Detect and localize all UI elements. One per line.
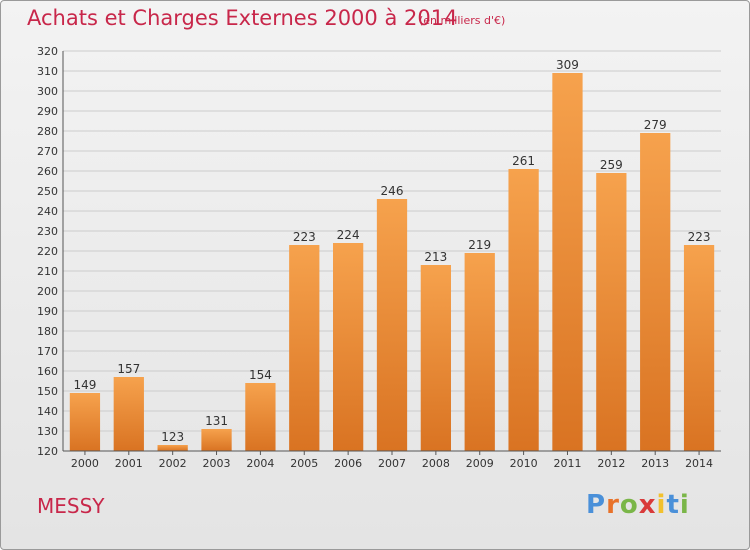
x-tick-label: 2005	[290, 457, 318, 470]
bar	[376, 199, 408, 451]
x-tick-label: 2003	[203, 457, 231, 470]
x-tick-label: 2008	[422, 457, 450, 470]
data-label: 219	[468, 238, 491, 252]
y-tick-label: 170	[37, 345, 58, 358]
bar	[508, 169, 539, 451]
data-label: 149	[73, 378, 96, 392]
x-tick-label: 2013	[641, 457, 669, 470]
y-tick-label: 270	[37, 145, 58, 158]
data-label: 309	[556, 58, 579, 72]
y-tick-label: 240	[37, 205, 58, 218]
logo-letter: i	[679, 490, 690, 520]
bar-layer	[69, 73, 715, 451]
bar	[596, 173, 627, 451]
bar-chart: 149 157 123 131 154 223 224 246 213 219 261 309 259 2…	[37, 45, 721, 470]
x-tick-label: 2009	[466, 457, 494, 470]
bar	[552, 73, 583, 451]
y-tick-label: 180	[37, 325, 58, 338]
y-tick-label: 300	[37, 85, 58, 98]
logo-letter: P	[586, 490, 607, 520]
bar	[420, 265, 452, 451]
data-label: 213	[424, 250, 447, 264]
bar	[683, 245, 715, 451]
y-tick-label: 200	[37, 285, 58, 298]
label-layer: 149 157 123 131 154 223 224 246 213 219 261 309 259 2…	[73, 58, 710, 444]
data-label: 261	[512, 154, 535, 168]
proxiti-logo: Proxiti	[586, 490, 690, 520]
x-tick-label: 2010	[510, 457, 538, 470]
logo-letter: t	[666, 490, 680, 520]
data-label: 246	[381, 184, 404, 198]
bar	[245, 383, 276, 451]
x-tick-label: 2001	[115, 457, 143, 470]
x-tick-label: 2011	[553, 457, 581, 470]
x-tick-label: 2007	[378, 457, 406, 470]
data-label: 157	[117, 362, 140, 376]
y-tick-label: 190	[37, 305, 58, 318]
y-tick-label: 320	[37, 45, 58, 58]
data-label: 223	[293, 230, 316, 244]
logo-letter: i	[656, 490, 667, 520]
data-label: 259	[600, 158, 623, 172]
y-tick-label: 290	[37, 105, 58, 118]
y-tick-label: 120	[37, 445, 58, 458]
y-tick-label: 280	[37, 125, 58, 138]
x-tick-label: 2002	[159, 457, 187, 470]
commune-name: MESSY	[37, 494, 105, 518]
data-label: 223	[688, 230, 711, 244]
bar	[69, 393, 101, 451]
data-label: 123	[161, 430, 184, 444]
y-tick-label: 140	[37, 405, 58, 418]
unit-note: (en milliers d'€)	[419, 14, 506, 27]
y-tick-label: 130	[37, 425, 58, 438]
x-tick-label: 2000	[71, 457, 99, 470]
bar	[464, 253, 495, 451]
x-tick-label: 2012	[597, 457, 625, 470]
x-tick-label: 2006	[334, 457, 362, 470]
bar	[640, 133, 671, 451]
data-label: 279	[644, 118, 667, 132]
y-tick-label: 220	[37, 245, 58, 258]
y-tick-label: 210	[37, 265, 58, 278]
bar	[289, 245, 320, 451]
data-label: 131	[205, 414, 228, 428]
chart-title: Achats et Charges Externes 2000 à 2014	[27, 6, 458, 30]
bar	[157, 445, 188, 451]
x-tick-label: 2004	[246, 457, 274, 470]
y-tick-label: 250	[37, 185, 58, 198]
y-tick-label: 160	[37, 365, 58, 378]
bar	[201, 429, 232, 451]
axis-layer: 120 130 140 150 160 170 180 190 200 210 220 230 240 2…	[37, 45, 721, 470]
data-label: 224	[337, 228, 360, 242]
y-tick-label: 260	[37, 165, 58, 178]
y-tick-label: 310	[37, 65, 58, 78]
y-tick-label: 150	[37, 385, 58, 398]
y-tick-label: 230	[37, 225, 58, 238]
data-label: 154	[249, 368, 272, 382]
logo-letter: o	[619, 490, 639, 520]
logo-letter: x	[638, 490, 657, 520]
logo-letter: r	[606, 490, 620, 520]
bar	[332, 243, 364, 451]
x-tick-label: 2014	[685, 457, 713, 470]
bar	[113, 377, 144, 451]
